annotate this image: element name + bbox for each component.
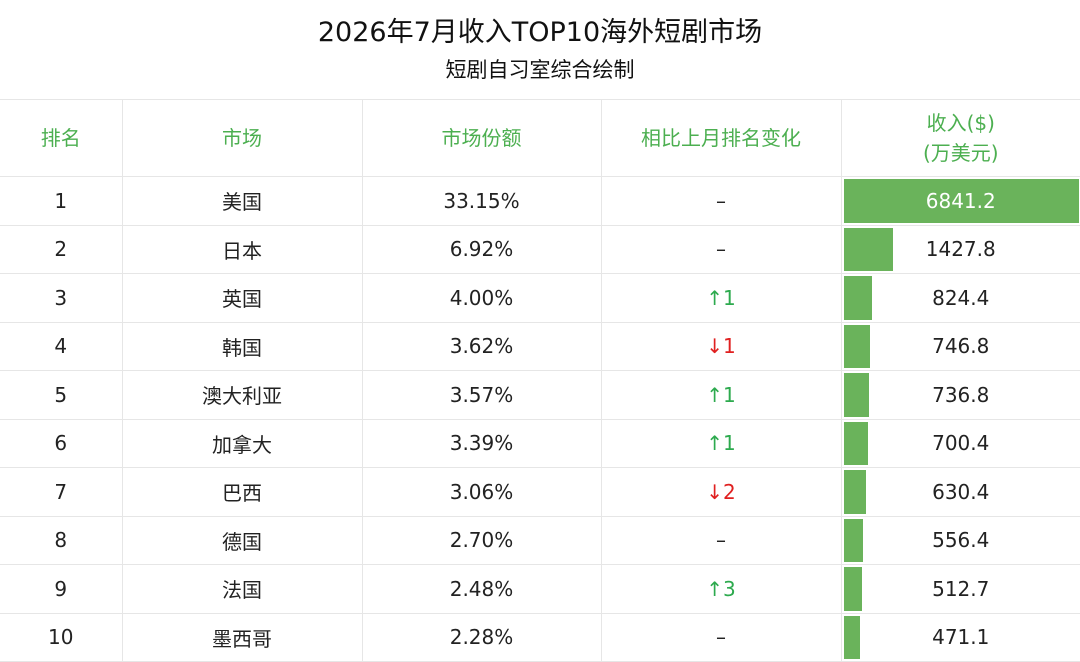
table-row: 6 加拿大 3.39% ↑1 700.4 xyxy=(0,419,1080,468)
revenue-value: 1427.8 xyxy=(925,237,996,262)
revenue-cell: 1427.8 xyxy=(841,225,1080,274)
revenue-cell: 736.8 xyxy=(841,370,1080,420)
header-revenue-line2: (万美元) xyxy=(922,141,999,165)
table-row: 3 英国 4.00% ↑1 824.4 xyxy=(0,273,1080,323)
change-cell: ↑1 xyxy=(601,273,842,323)
header-change: 相比上月排名变化 xyxy=(601,100,842,177)
revenue-bar xyxy=(843,373,869,417)
change-cell: – xyxy=(601,516,842,565)
rank-cell: 9 xyxy=(0,564,123,614)
market-cell: 加拿大 xyxy=(122,419,363,468)
rank-cell: 2 xyxy=(0,225,123,274)
share-cell: 4.00% xyxy=(362,273,602,323)
rank-cell: 4 xyxy=(0,322,123,371)
share-cell: 33.15% xyxy=(362,176,602,226)
rank-cell: 5 xyxy=(0,370,123,420)
change-cell: – xyxy=(601,225,842,274)
change-cell: ↓1 xyxy=(601,322,842,371)
revenue-bar xyxy=(843,276,872,320)
rank-cell: 8 xyxy=(0,516,123,565)
revenue-value: 556.4 xyxy=(932,528,990,553)
change-cell: ↑1 xyxy=(601,419,842,468)
revenue-value: 6841.2 xyxy=(925,188,996,213)
revenue-value: 700.4 xyxy=(932,431,990,456)
revenue-bar xyxy=(843,227,893,271)
market-cell: 墨西哥 xyxy=(122,613,363,662)
change-cell: – xyxy=(601,613,842,662)
table-row: 5 澳大利亚 3.57% ↑1 736.8 xyxy=(0,370,1080,420)
revenue-cell: 824.4 xyxy=(841,273,1080,323)
header-row: 排名 市场 市场份额 相比上月排名变化 收入($) (万美元) xyxy=(0,100,1080,177)
revenue-cell: 6841.2 xyxy=(841,176,1080,226)
rank-cell: 1 xyxy=(0,176,123,226)
change-cell: ↓2 xyxy=(601,467,842,517)
revenue-bar xyxy=(843,567,862,611)
revenue-bar xyxy=(843,518,863,562)
revenue-cell: 746.8 xyxy=(841,322,1080,371)
revenue-value: 824.4 xyxy=(932,285,990,310)
market-cell: 韩国 xyxy=(122,322,363,371)
table-row: 1 美国 33.15% – 6841.2 xyxy=(0,176,1080,226)
revenue-cell: 512.7 xyxy=(841,564,1080,614)
table-row: 7 巴西 3.06% ↓2 630.4 xyxy=(0,467,1080,517)
market-cell: 德国 xyxy=(122,516,363,565)
revenue-value: 512.7 xyxy=(932,576,990,601)
rank-cell: 7 xyxy=(0,467,123,517)
table-row: 9 法国 2.48% ↑3 512.7 xyxy=(0,564,1080,614)
table-row: 10 墨西哥 2.28% – 471.1 xyxy=(0,613,1080,662)
market-cell: 法国 xyxy=(122,564,363,614)
revenue-value: 736.8 xyxy=(932,382,990,407)
market-cell: 美国 xyxy=(122,176,363,226)
share-cell: 6.92% xyxy=(362,225,602,274)
share-cell: 3.57% xyxy=(362,370,602,420)
header-revenue: 收入($) (万美元) xyxy=(841,100,1080,177)
revenue-cell: 556.4 xyxy=(841,516,1080,565)
market-cell: 英国 xyxy=(122,273,363,323)
share-cell: 3.39% xyxy=(362,419,602,468)
revenue-cell: 471.1 xyxy=(841,613,1080,662)
market-cell: 巴西 xyxy=(122,467,363,517)
revenue-value: 746.8 xyxy=(932,334,990,359)
share-cell: 3.06% xyxy=(362,467,602,517)
table-row: 2 日本 6.92% – 1427.8 xyxy=(0,225,1080,274)
header-market: 市场 xyxy=(122,100,363,177)
change-cell: ↑3 xyxy=(601,564,842,614)
revenue-bar xyxy=(843,421,868,465)
table-row: 8 德国 2.70% – 556.4 xyxy=(0,516,1080,565)
change-cell: ↑1 xyxy=(601,370,842,420)
market-cell: 澳大利亚 xyxy=(122,370,363,420)
revenue-bar xyxy=(843,179,1079,223)
revenue-value: 630.4 xyxy=(932,479,990,504)
revenue-bar xyxy=(843,324,870,368)
rank-cell: 6 xyxy=(0,419,123,468)
ranking-table: 排名 市场 市场份额 相比上月排名变化 收入($) (万美元) 1 美国 33.15… xyxy=(0,100,1080,662)
share-cell: 2.70% xyxy=(362,516,602,565)
table-body: 1 美国 33.15% –6841.2 2 日本 6.92% –1427.8 3 英国 4.00% ↑… xyxy=(0,176,1080,662)
header-rank: 排名 xyxy=(0,100,123,177)
market-cell: 日本 xyxy=(122,225,363,274)
change-cell: – xyxy=(601,176,842,226)
revenue-cell: 630.4 xyxy=(841,467,1080,517)
table-row: 4 韩国 3.62% ↓1 746.8 xyxy=(0,322,1080,371)
revenue-value: 471.1 xyxy=(932,625,990,650)
header-revenue-line1: 收入($) xyxy=(926,111,995,135)
revenue-bar xyxy=(843,470,866,514)
revenue-bar xyxy=(843,615,860,659)
share-cell: 2.28% xyxy=(362,613,602,662)
header-share: 市场份额 xyxy=(362,100,602,177)
rank-cell: 3 xyxy=(0,273,123,323)
share-cell: 2.48% xyxy=(362,564,602,614)
chart-subtitle: 短剧自习室综合绘制 xyxy=(445,58,635,82)
share-cell: 3.62% xyxy=(362,322,602,371)
rank-cell: 10 xyxy=(0,613,123,662)
revenue-cell: 700.4 xyxy=(841,419,1080,468)
title-block: 2026年7月收入TOP10海外短剧市场 短剧自习室综合绘制 xyxy=(0,0,1080,100)
chart-title: 2026年7月收入TOP10海外短剧市场 xyxy=(317,17,763,48)
